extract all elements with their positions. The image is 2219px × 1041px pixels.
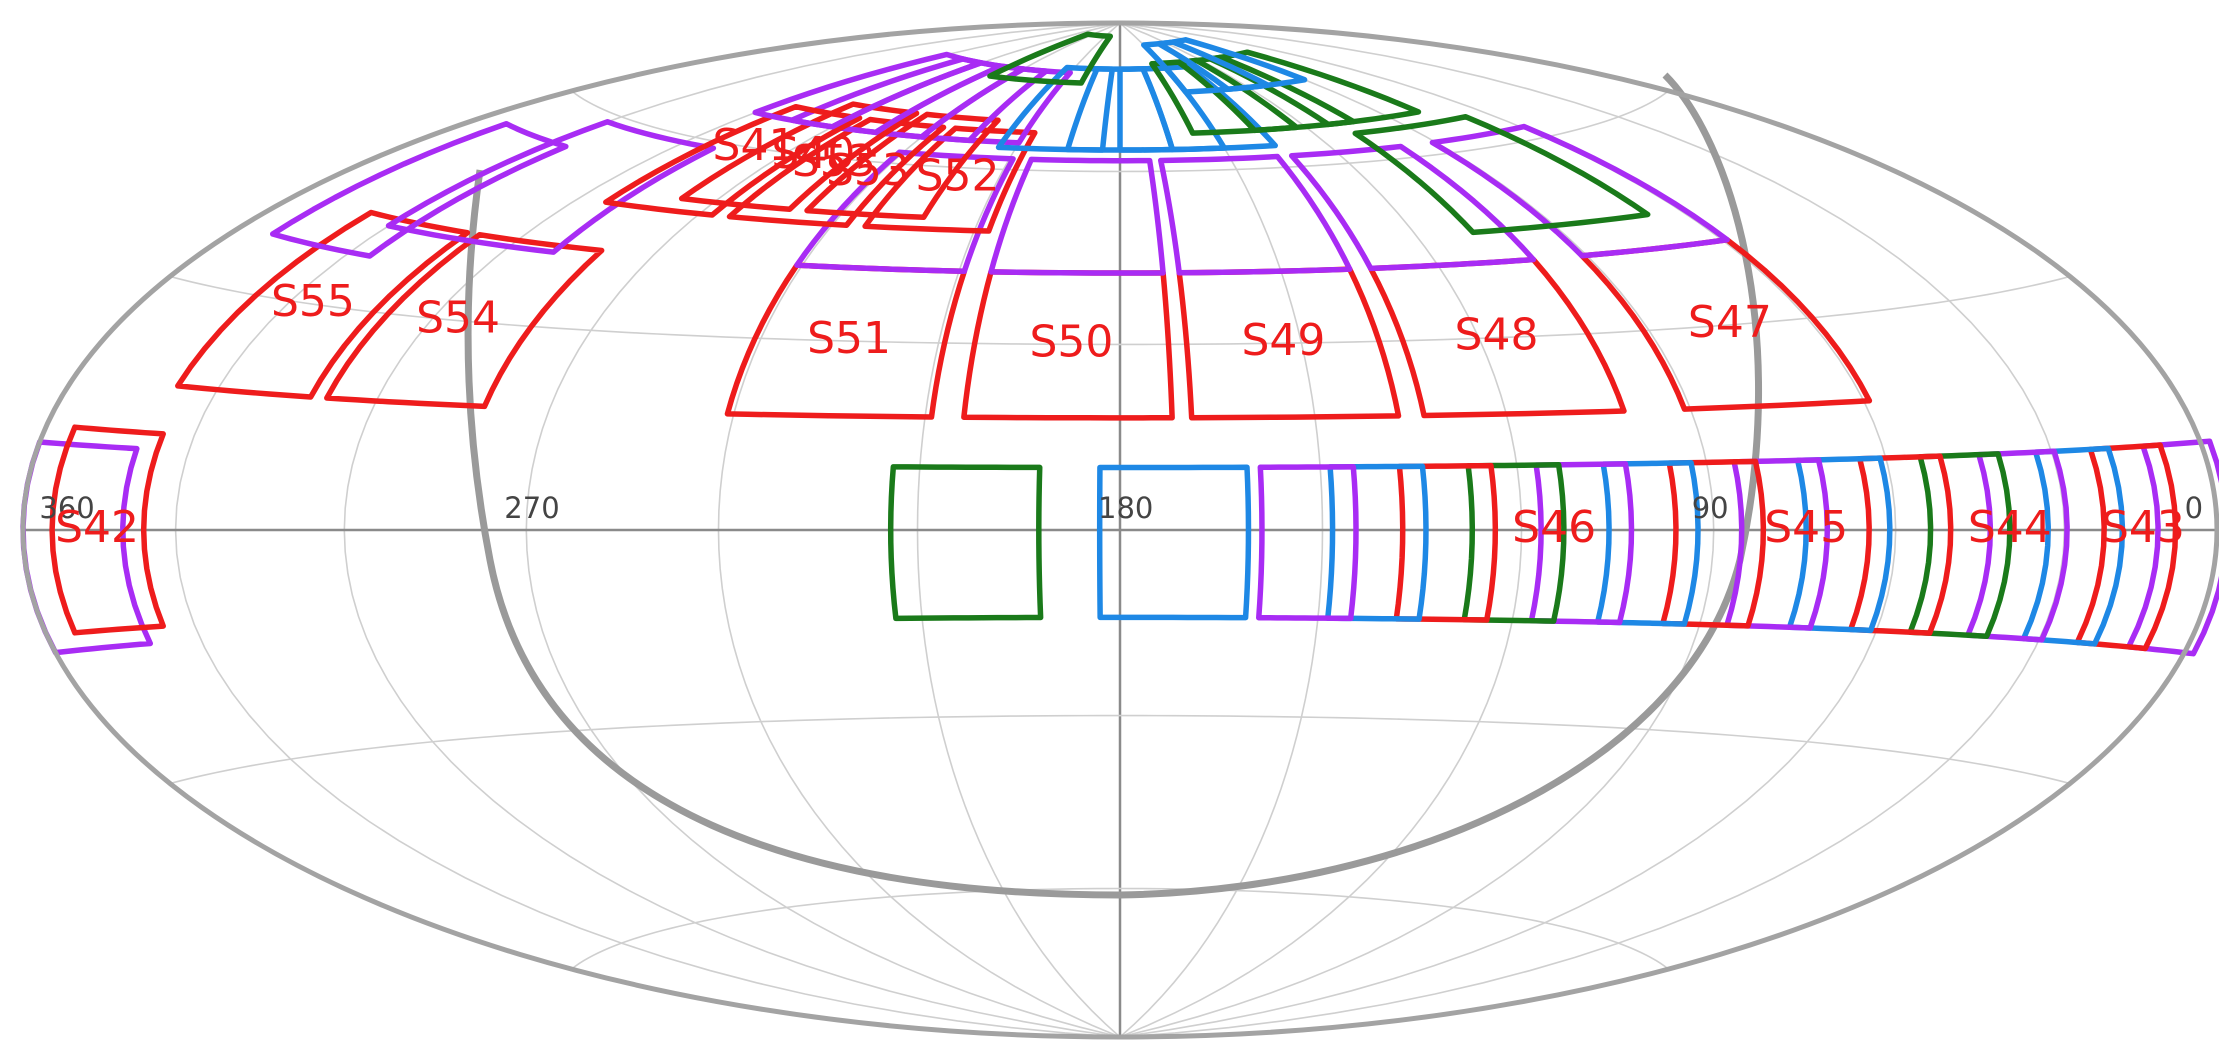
equatorial-sector-footprint [1096, 464, 1252, 621]
sector-footprint [804, 111, 1001, 221]
sector-label-s52: S52 [916, 151, 1000, 202]
ecliptic-curve [464, 72, 1763, 899]
equatorial-sector-footprint [1325, 463, 1429, 622]
sector-footprint [1149, 57, 1300, 136]
sector-footprint [175, 209, 471, 400]
sector-footprint [1429, 123, 1730, 259]
equatorial-sector-footprint [49, 424, 166, 636]
sector-label-s53: S53 [826, 145, 910, 196]
sector-footprint [988, 156, 1166, 276]
sector-footprint [987, 31, 1114, 86]
sector-footprint [1288, 143, 1537, 272]
longitude-label: 90 [1692, 491, 1729, 525]
sector-label-s47: S47 [1688, 297, 1772, 348]
sector-label-s50: S50 [1029, 316, 1113, 367]
sector-label-s41: S41 [713, 120, 797, 171]
sector-label-s43: S43 [2101, 502, 2185, 553]
longitude-label: 0 [2185, 491, 2203, 525]
sky-boundary [20, 20, 2219, 1040]
longitude-label: 270 [504, 491, 559, 525]
sector-label-s51: S51 [807, 313, 891, 364]
sector-labels: S42 S43S44S45S46S47S48S49S50S51S52S53S54S… [55, 120, 2185, 553]
sector-footprint [1141, 39, 1271, 95]
sector-label-s49: S49 [1241, 315, 1325, 366]
sector-label-s48: S48 [1455, 310, 1539, 361]
sector-label-overlay: S53 [792, 136, 876, 187]
sector-footprint [752, 51, 984, 130]
sector-footprint [324, 231, 605, 410]
parallel-line [571, 887, 1669, 970]
sector-label-s44: S44 [1968, 502, 2052, 553]
parallel-line [169, 714, 2071, 785]
sector-footprint [1158, 153, 1353, 276]
sector-label-s54: S54 [416, 293, 500, 344]
parallel-line [169, 275, 2071, 346]
sector-footprint [862, 125, 1038, 234]
equatorial-sector-footprint [887, 464, 1044, 622]
longitude-label: 360 [39, 491, 94, 525]
sector-footprint [678, 101, 920, 213]
sector-label-overlay: S40 [771, 128, 855, 179]
equatorial-sector-footprint [1393, 462, 1499, 623]
sector-footprint [794, 149, 1016, 275]
sector-footprint [726, 116, 947, 229]
sector-label-s42: S42 [55, 502, 139, 553]
sector-footprint [1352, 113, 1651, 236]
equatorial-sector-footprint [1847, 453, 1954, 636]
longitude-labels: 360 270 180 90 0 [39, 491, 2203, 525]
sector-footprint [269, 120, 569, 259]
equatorial-sector-footprint [1594, 459, 1701, 627]
equatorial-sector-footprint [1256, 464, 1359, 622]
sector-footprint [603, 103, 863, 218]
sector-label-s45: S45 [1764, 502, 1848, 553]
sector-label-s46: S46 [1512, 502, 1596, 553]
sector-footprint [385, 119, 717, 255]
sector-footprint [995, 64, 1116, 153]
sector-label-s55: S55 [271, 276, 355, 327]
sector-footprints [20, 31, 2219, 657]
longitude-label: 180 [1098, 491, 1153, 525]
